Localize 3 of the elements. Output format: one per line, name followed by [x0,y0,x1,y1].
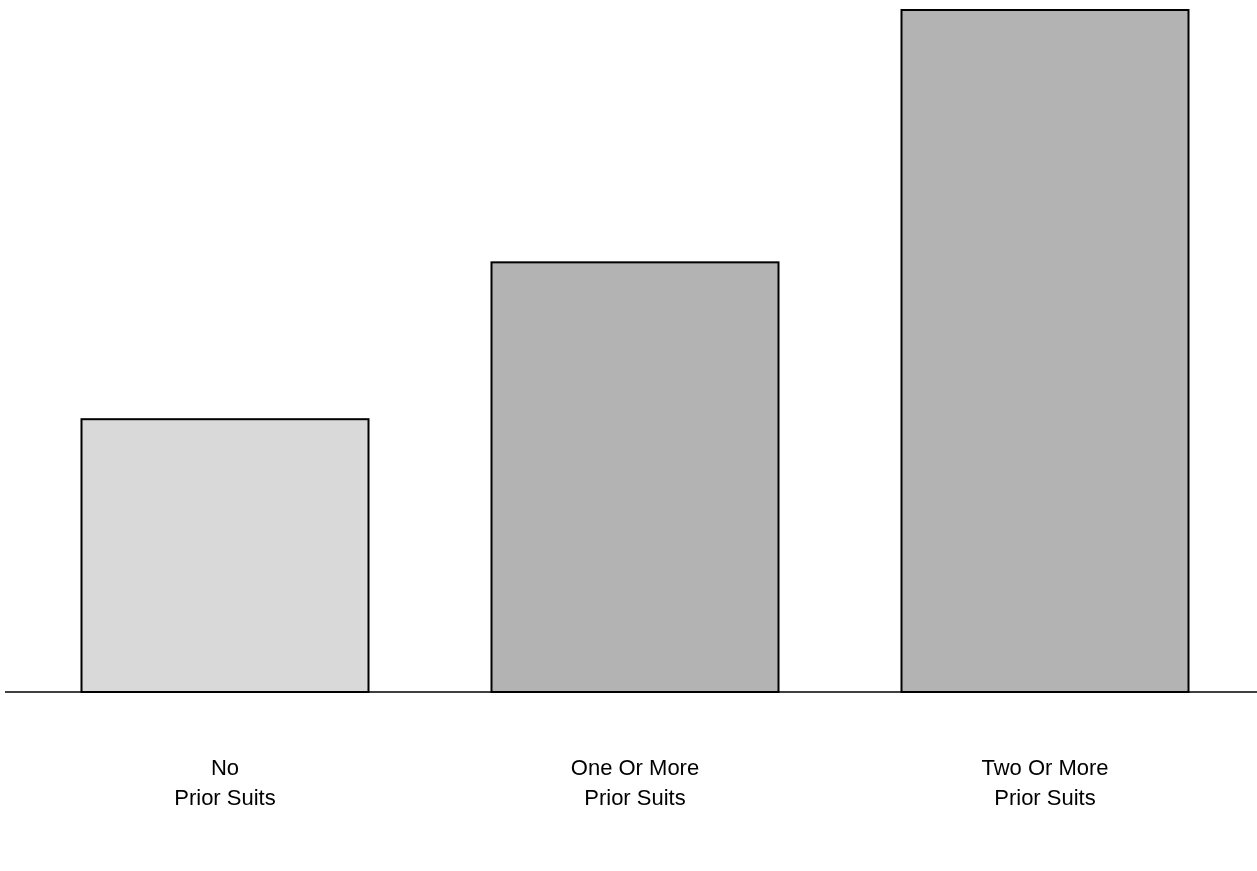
x-tick-label: No Prior Suits [174,755,276,810]
x-tick-label: Two Or More Prior Suits [981,755,1109,810]
x-tick-label: One Or More Prior Suits [570,755,700,810]
